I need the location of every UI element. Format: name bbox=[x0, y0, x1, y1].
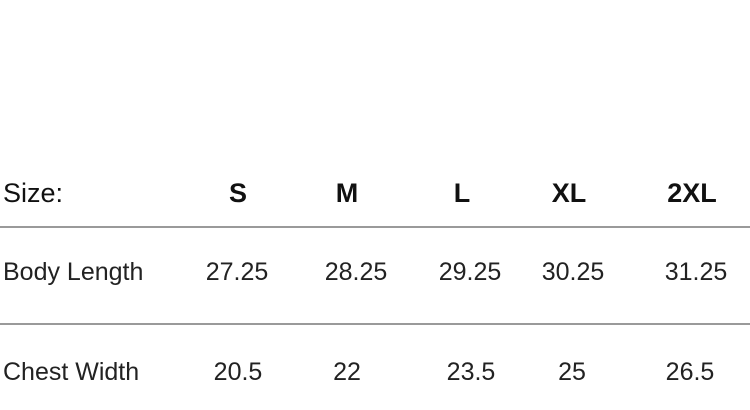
size-header-row: Size: S M L XL 2XL bbox=[0, 173, 750, 213]
value-cell: 29.25 bbox=[438, 258, 502, 286]
size-s: S bbox=[228, 178, 248, 208]
value-cell: 25 bbox=[558, 358, 586, 386]
value-cell: 27.25 bbox=[205, 258, 269, 286]
value-cell: 30.25 bbox=[541, 258, 605, 286]
value-cell: 28.25 bbox=[324, 258, 388, 286]
value-cell: 22 bbox=[333, 358, 361, 386]
value-cell: 31.25 bbox=[664, 258, 728, 286]
table-row-body-length: Body Length 27.25 28.25 29.25 30.25 31.2… bbox=[0, 252, 750, 292]
size-2xl: 2XL bbox=[667, 178, 717, 208]
size-label: Size: bbox=[3, 178, 64, 208]
value-cell: 23.5 bbox=[446, 358, 496, 386]
table-row-chest-width: Chest Width 20.5 22 23.5 25 26.5 bbox=[0, 352, 750, 392]
size-m: M bbox=[335, 178, 359, 208]
divider bbox=[0, 226, 750, 228]
size-l: L bbox=[453, 178, 471, 208]
row-label: Chest Width bbox=[3, 358, 140, 386]
row-label: Body Length bbox=[3, 258, 144, 286]
size-xl: XL bbox=[551, 178, 587, 208]
value-cell: 26.5 bbox=[665, 358, 715, 386]
value-cell: 20.5 bbox=[213, 358, 263, 386]
divider bbox=[0, 323, 750, 325]
